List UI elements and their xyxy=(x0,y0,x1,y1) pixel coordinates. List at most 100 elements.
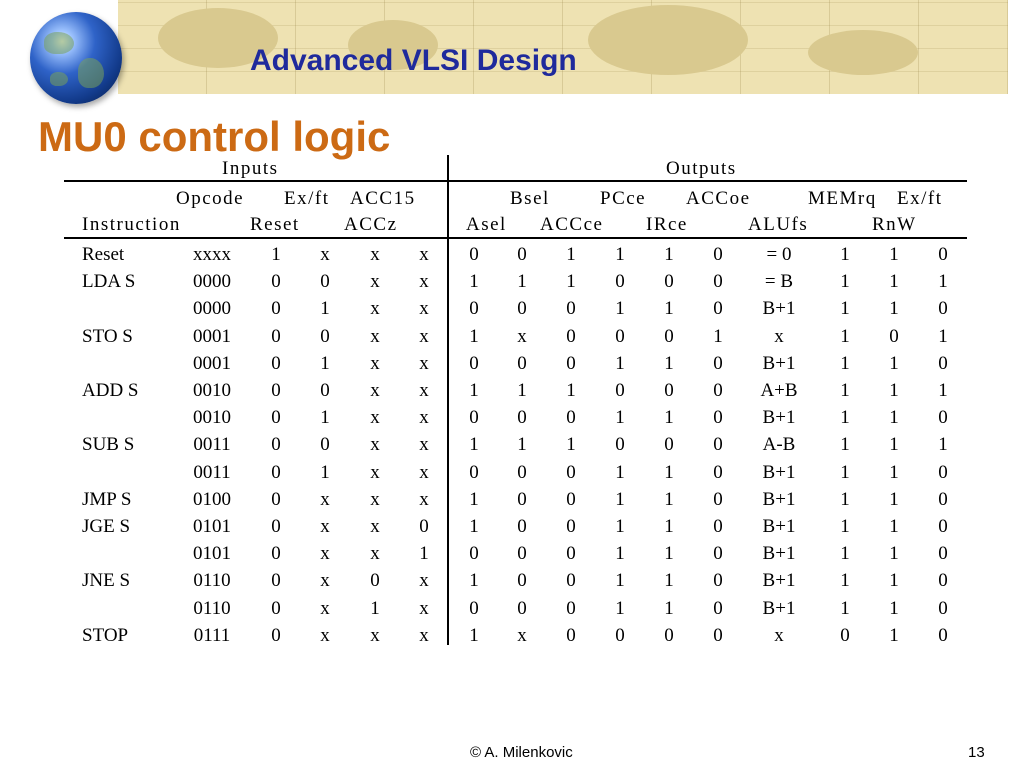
table-cell: 0 xyxy=(938,488,948,510)
table-cell: 0 xyxy=(664,325,674,347)
table-cell: 0 xyxy=(566,543,576,565)
table-cell: 0 xyxy=(889,325,899,347)
table-cell: 0 xyxy=(938,352,948,374)
table-cell: 0 xyxy=(713,271,723,293)
table-cell: 0 xyxy=(469,352,479,374)
table-cell: 1 xyxy=(615,461,625,483)
table-cell: 1 xyxy=(664,597,674,619)
table-cell: x xyxy=(419,325,429,347)
table-cell: 0 xyxy=(271,461,281,483)
table-cell: 1 xyxy=(840,434,850,456)
table-cell: 0 xyxy=(566,516,576,537)
table-cell: 1 xyxy=(370,597,380,619)
table-cell: A-B xyxy=(762,434,796,456)
table-cell: x xyxy=(320,516,330,537)
table-cell: 0100 xyxy=(193,488,231,510)
col-header-rnw: RnW xyxy=(872,214,917,235)
table-cell: 0 xyxy=(713,434,723,456)
table-cell: x xyxy=(419,488,429,510)
table-cell: 1 xyxy=(469,488,479,510)
table-cell: 1 xyxy=(889,461,899,483)
table-cell: 0 xyxy=(469,298,479,320)
table-cell: 1 xyxy=(320,298,330,320)
table-cell: 0 xyxy=(713,624,723,646)
table-cell: 0 xyxy=(517,407,527,429)
table-cell: 0 xyxy=(938,244,948,265)
table-cell: x xyxy=(370,434,380,456)
table-cell: 1 xyxy=(889,597,899,619)
table-cell: 0010 xyxy=(193,407,231,429)
table-cell: 1 xyxy=(664,298,674,320)
outputs-group-label: Outputs xyxy=(666,158,737,179)
table-cell: 0011 xyxy=(193,434,231,456)
table-cell: 1 xyxy=(566,380,576,401)
table-cell: 1 xyxy=(469,434,479,456)
page-number: 13 xyxy=(968,744,985,761)
table-cell: 0 xyxy=(713,244,723,265)
table-cell: 0 xyxy=(566,325,576,347)
table-cell: 1 xyxy=(566,434,576,456)
table-cell: 0 xyxy=(271,325,281,347)
table-cell: 0 xyxy=(938,543,948,565)
table-cell: x xyxy=(320,570,330,592)
instruction-cell: SUB S xyxy=(82,434,135,456)
table-cell: 0 xyxy=(419,516,429,537)
table-cell: x xyxy=(370,325,380,347)
table-cell: 1 xyxy=(889,624,899,646)
table-cell: x xyxy=(419,407,429,429)
table-cell: 1 xyxy=(889,244,899,265)
table-cell: 0 xyxy=(713,488,723,510)
table-cell: 0 xyxy=(517,298,527,320)
table-cell: 0001 xyxy=(193,325,231,347)
table-cell: 0 xyxy=(713,461,723,483)
table-cell: 1 xyxy=(664,543,674,565)
table-cell: B+1 xyxy=(762,352,796,374)
table-cell: 0 xyxy=(469,597,479,619)
table-cell: 1 xyxy=(664,461,674,483)
table-cell: x xyxy=(320,624,330,646)
table-cell: 1 xyxy=(566,244,576,265)
table-cell: 0101 xyxy=(193,516,231,537)
header-banner xyxy=(118,0,1008,94)
table-cell: 0000 xyxy=(193,271,231,293)
table-cell: 1 xyxy=(271,244,281,265)
table-cell: 1 xyxy=(469,271,479,293)
table-cell: 0 xyxy=(713,543,723,565)
table-cell: 0 xyxy=(517,516,527,537)
table-cell: 0 xyxy=(664,624,674,646)
table-cell: 0 xyxy=(320,380,330,401)
table-cell: 0 xyxy=(517,570,527,592)
table-cell: B+1 xyxy=(762,461,796,483)
table-cell: 1 xyxy=(664,407,674,429)
table-cell: 1 xyxy=(615,244,625,265)
table-cell: x xyxy=(320,244,330,265)
instruction-cell: JGE S xyxy=(82,516,131,537)
table-cell: 0 xyxy=(566,461,576,483)
col-header-ex-ft-input: Ex/ft xyxy=(284,188,330,209)
table-cell: B+1 xyxy=(762,488,796,510)
table-cell: 0 xyxy=(271,380,281,401)
table-cell: 0 xyxy=(566,488,576,510)
table-cell: 1 xyxy=(840,488,850,510)
table-cell: 0 xyxy=(713,298,723,320)
course-title: Advanced VLSI Design xyxy=(250,44,577,77)
table-cell: x xyxy=(370,461,380,483)
col-header-accoe: ACCoe xyxy=(686,188,751,209)
table-cell: 1 xyxy=(889,488,899,510)
table-cell: x xyxy=(320,597,330,619)
table-cell: 0 xyxy=(938,516,948,537)
inputs-group-label: Inputs xyxy=(222,158,279,179)
table-cell: 0 xyxy=(370,570,380,592)
table-cell: 0 xyxy=(713,407,723,429)
table-cell: A+B xyxy=(760,380,798,401)
table-cell: 1 xyxy=(840,380,850,401)
col-header-reset: Reset xyxy=(250,214,300,235)
table-cell: 1 xyxy=(419,543,429,565)
table-cell: 1 xyxy=(664,516,674,537)
table-cell: 1 xyxy=(664,352,674,374)
table-cell: x xyxy=(370,516,380,537)
table-cell: 1 xyxy=(615,352,625,374)
table-cell: x xyxy=(370,352,380,374)
table-cell: 0 xyxy=(320,325,330,347)
table-cell: 0 xyxy=(271,434,281,456)
